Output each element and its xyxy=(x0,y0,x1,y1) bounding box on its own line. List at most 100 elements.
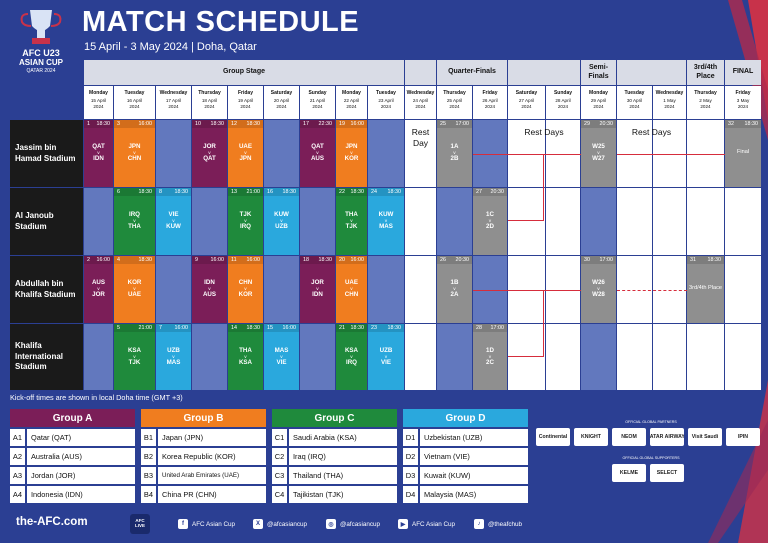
day-date: 15 April xyxy=(90,98,107,104)
knockouts-card[interactable]: 26 20:30 1B v 2A xyxy=(437,256,472,323)
day-year: 2024 xyxy=(449,103,460,109)
trophy-icon: AFC U23 ASIAN CUP QATAR 2024 xyxy=(19,10,64,74)
x-label: @afcasiancup xyxy=(267,520,307,528)
afc-live-badge[interactable]: AFC LIVE xyxy=(130,514,150,534)
group-column: Group B B1 Japan (JPN) B2 Korea Republic (KO… xyxy=(141,409,266,503)
kickoff-time: 18:30 xyxy=(350,189,365,195)
match-number: 32 xyxy=(728,121,734,127)
away-team: CHN xyxy=(127,154,142,162)
x-link[interactable]: X @afcasiancup xyxy=(253,519,307,529)
grid-cell xyxy=(508,256,545,323)
day-header: Tuesday 23 April 2024 xyxy=(368,86,404,119)
grid-cell xyxy=(725,188,761,255)
tiktok-link[interactable]: ♪ @theafchub xyxy=(474,519,522,529)
knockouts-card[interactable]: 32 18:30 Final xyxy=(725,120,761,187)
grid-cell xyxy=(581,188,616,255)
home-team: UAE xyxy=(344,279,359,286)
match-teams: AUS v JOR xyxy=(84,279,113,298)
matches-card[interactable]: 5 21:00 KSA v TJK xyxy=(114,324,155,390)
matches-card[interactable]: 10 18:30 JOR v QAT xyxy=(192,120,227,187)
knockouts-card[interactable]: 25 17:00 1A v 2B xyxy=(437,120,472,187)
kickoff-time: 20:30 xyxy=(490,189,505,195)
matches-card[interactable]: 6 18:30 IRQ v THA xyxy=(114,188,155,255)
day-year: 2024 xyxy=(593,103,604,109)
matches-card[interactable]: 12 18:30 UAE v JPN xyxy=(228,120,263,187)
matches-card[interactable]: 13 21:00 TJK v IRQ xyxy=(228,188,263,255)
knockouts-card[interactable]: 30 17:00 W26 v W28 xyxy=(581,256,616,323)
svg-text:QATAR 2024: QATAR 2024 xyxy=(27,68,56,74)
supporter-logo: SELECT xyxy=(650,464,684,482)
match-header: 3 16:00 xyxy=(114,120,155,128)
away-team: AUS xyxy=(202,290,217,298)
versus-label: v xyxy=(244,354,247,360)
knockouts-card[interactable]: 27 20:30 1C v 2D xyxy=(473,188,507,255)
versus-label: v xyxy=(488,354,492,360)
x-icon: X xyxy=(253,519,263,529)
stage-final: FINAL xyxy=(725,60,761,85)
matches-card[interactable]: 23 18:30 UZB v VIE xyxy=(368,324,404,390)
day-date: 28 April xyxy=(555,98,571,104)
match-header: 32 18:30 xyxy=(725,120,761,128)
kickoff-time: 17:00 xyxy=(455,121,470,127)
matches-card[interactable]: 18 18:30 JOR v IDN xyxy=(300,256,335,323)
matches-card[interactable]: 3 16:00 JPN v CHN xyxy=(114,120,155,187)
day-weekday: Friday xyxy=(735,90,751,96)
youtube-link[interactable]: ▶ AFC Asian Cup xyxy=(398,519,455,529)
group-team-row: B4 China PR (CHN) xyxy=(141,486,266,503)
day-year: 2024 xyxy=(415,103,426,109)
matches-card[interactable]: 19 16:00 JPN v KOR xyxy=(336,120,367,187)
stage-third-place: 3rd/4th Place xyxy=(687,60,724,85)
matches-card[interactable]: 4 18:30 KOR v UAE xyxy=(114,256,155,323)
knockouts-card[interactable]: 31 18:30 3rd/4th Place xyxy=(687,256,724,323)
day-date: 24 April xyxy=(412,98,429,104)
matches-card[interactable]: 16 18:30 KUW v UZB xyxy=(264,188,299,255)
matches-card[interactable]: 21 18:30 KSA v IRQ xyxy=(336,324,367,390)
matches-card[interactable]: 17 22:30 QAT v AUS xyxy=(300,120,335,187)
knockouts-card[interactable]: 29 20:30 W25 v W27 xyxy=(581,120,616,187)
team-name: United Arab Emirates (UAE) xyxy=(158,467,266,484)
group-column: Group C C1 Saudi Arabia (KSA) C2 Iraq (IRQ) C… xyxy=(272,409,397,503)
match-teams: KSA v IRQ xyxy=(336,347,367,366)
match-teams: MAS v VIE xyxy=(264,347,299,366)
match-teams: KOR v UAE xyxy=(114,279,155,298)
instagram-link[interactable]: ◎ @afcasiancup xyxy=(326,519,380,529)
match-number: 10 xyxy=(195,121,201,127)
stage-blank xyxy=(405,60,436,85)
matches-card[interactable]: 9 16:00 IDN v AUS xyxy=(192,256,227,323)
knockouts-card[interactable]: 28 17:00 1D v 2C xyxy=(473,324,507,390)
schedule-grid: Group Stage Quarter-Finals Semi-Finals 3rd/… xyxy=(10,60,761,390)
match-number: 22 xyxy=(339,189,345,195)
facebook-link[interactable]: f AFC Asian Cup xyxy=(178,519,235,529)
matches-card[interactable]: 11 16:00 CHN v KOR xyxy=(228,256,263,323)
matches-card[interactable]: 1 18:30 QAT v IDN xyxy=(84,120,113,187)
away-team: IRQ xyxy=(239,222,251,230)
matches-card[interactable]: 15 16:00 MAS v VIE xyxy=(264,324,299,390)
matches-card[interactable]: 7 16:00 UZB v MAS xyxy=(156,324,191,390)
grid-cell xyxy=(300,324,335,390)
kickoff-time: 16:00 xyxy=(246,257,261,263)
grid-cell xyxy=(405,120,436,187)
match-teams: CHN v KOR xyxy=(228,279,263,298)
day-year: 2024 xyxy=(276,103,287,109)
instagram-icon: ◎ xyxy=(326,519,336,529)
matches-card[interactable]: 8 18:30 VIE v KUW xyxy=(156,188,191,255)
matches-card[interactable]: 14 18:30 THA v KSA xyxy=(228,324,263,390)
away-team: UAE xyxy=(127,290,142,298)
team-seed: A4 xyxy=(10,486,25,503)
matches-card[interactable]: 2 16:00 AUS v JOR xyxy=(84,256,113,323)
match-number: 27 xyxy=(476,189,482,195)
day-header: Friday 19 April 2024 xyxy=(228,86,263,119)
match-number: 15 xyxy=(267,325,273,331)
kickoff-time: 20:30 xyxy=(599,121,614,127)
kickoff-time: 18:30 xyxy=(174,189,189,195)
stage-blank xyxy=(617,60,686,85)
matches-card[interactable]: 22 18:30 THA v TJK xyxy=(336,188,367,255)
matches-card[interactable]: 24 18:30 KUW v MAS xyxy=(368,188,404,255)
site-link[interactable]: the-AFC.com xyxy=(16,516,88,528)
grid-cell xyxy=(508,120,545,187)
team-name: Tajikistan (TJK) xyxy=(289,486,397,503)
home-team: 1D xyxy=(486,347,494,354)
kickoff-time: 16:00 xyxy=(282,325,297,331)
match-teams: THA v TJK xyxy=(336,211,367,230)
matches-card[interactable]: 20 16:00 UAE v CHN xyxy=(336,256,367,323)
